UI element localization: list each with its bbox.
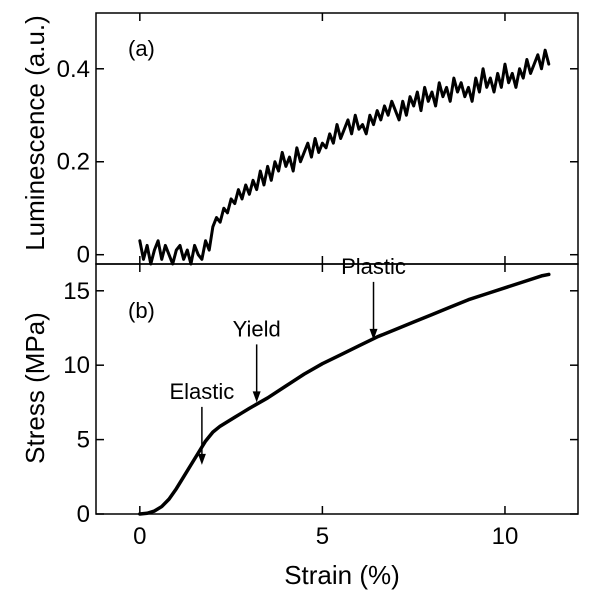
x-tick-label: 5 [316,523,329,550]
series-line-0 [138,48,551,266]
panel-b-y-axis-title: Stress (MPa) [20,312,50,464]
panel-b-annotations: Elastic Yield Plastic [169,254,406,465]
series-line-0 [138,272,551,516]
panel-b-border [95,263,579,515]
y-tick-label: 0.2 [57,149,90,176]
panel-b-label: (b) [128,298,155,323]
panel-a-y-ticks: 0 0.2 0.4 [57,56,578,269]
annotation-label-elastic: Elastic [169,379,234,404]
panel-b-frame [95,263,579,515]
y-tick-label: 0.4 [57,56,90,83]
x-tick-label: 0 [133,523,146,550]
panel-a-border [95,12,579,265]
annotation-label-plastic: Plastic [341,254,406,279]
y-tick-label: 0 [77,501,90,528]
panel-a-y-axis-title: Luminescence (a.u.) [20,15,50,251]
panel-b-series [138,272,551,516]
x-axis-title: Strain (%) [284,560,400,590]
y-tick-label: 10 [63,352,90,379]
panel-a-frame [95,12,579,265]
panel-b-y-ticks: 0 5 10 15 [63,278,578,528]
panel-a: 0 0.2 0.4 (a) Luminescence (a.u.) [20,12,579,269]
panel-a-x-ticks [139,13,506,264]
panel-a-label: (a) [128,36,155,61]
annotation-arrow-head [369,328,378,340]
annotation-label-yield: Yield [233,316,281,341]
y-tick-label: 0 [77,242,90,269]
annotation-arrow-head [197,453,206,465]
y-tick-label: 15 [63,278,90,305]
y-tick-label: 5 [77,427,90,454]
panel-a-series [138,48,551,266]
x-tick-label: 10 [492,523,519,550]
annotation-arrow-head [252,391,261,403]
panel-b: 0 5 10 0 5 10 15 Elastic Yield Plastic (b) Stre… [20,254,579,590]
panel-b-x-ticks: 0 5 10 [133,264,518,550]
